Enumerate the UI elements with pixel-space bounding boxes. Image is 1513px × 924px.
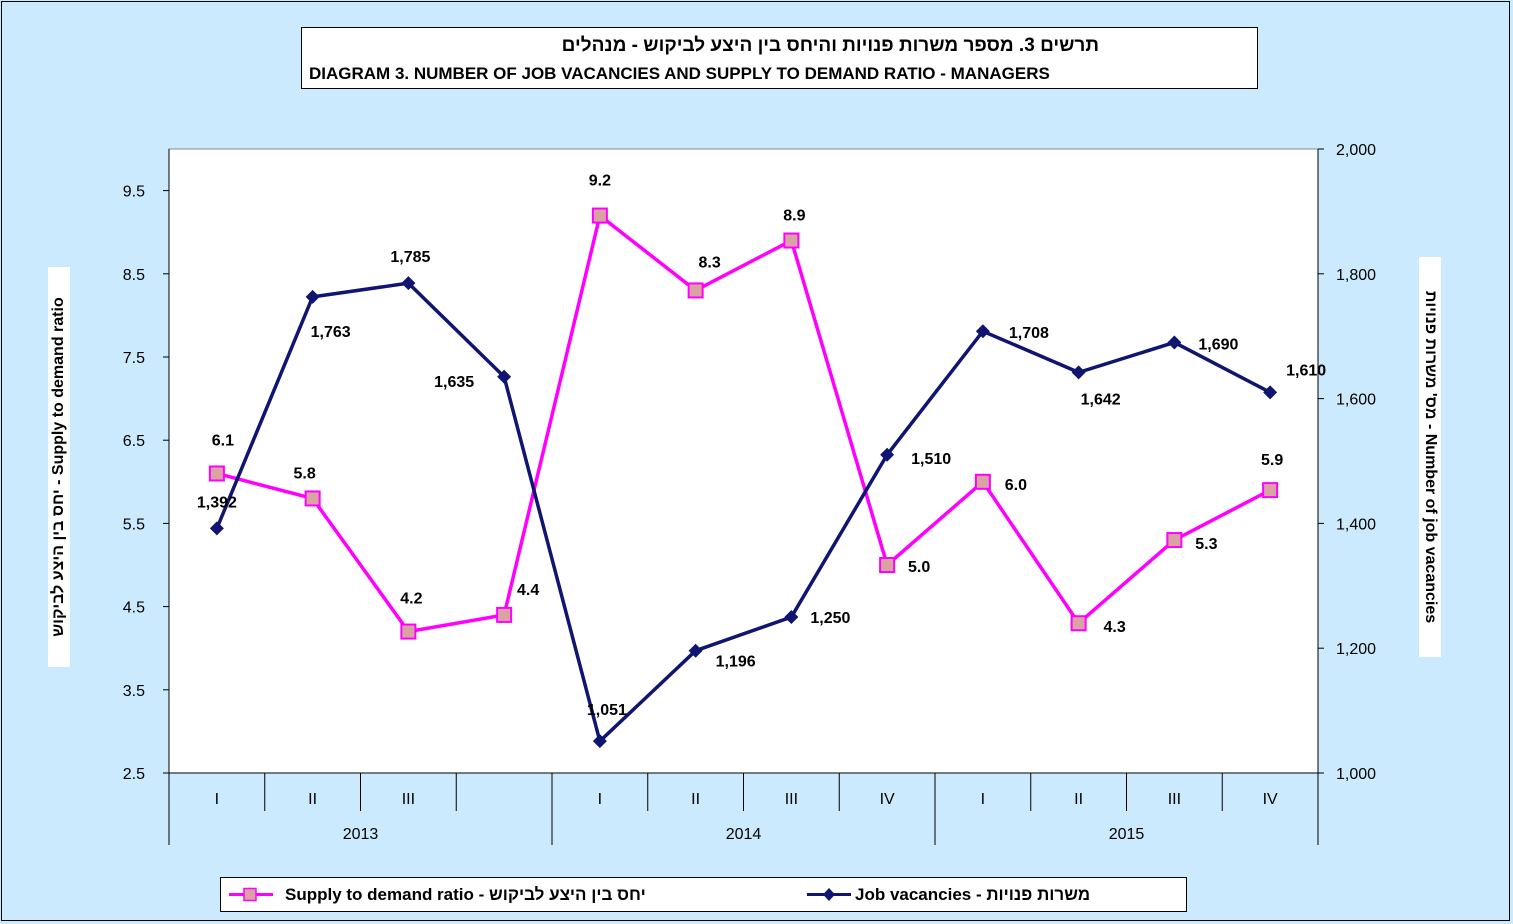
x-axis-quarter-label: I: [981, 791, 985, 808]
ratio-data-label: 5.8: [294, 465, 316, 482]
left-axis-tick-label: 6.5: [123, 433, 145, 450]
vacancies-data-label: 1,642: [1081, 391, 1121, 408]
right-axis-tick-label: 1,600: [1336, 392, 1376, 409]
ratio-point: [208, 465, 225, 482]
legend-item-vacancies: Job vacancies - משרות פנויות: [807, 878, 1091, 911]
chart-title-box: תרשים 3. מספר משרות פנויות והיחס בין היצ…: [301, 27, 1258, 89]
right-axis-tick-label: 1,000: [1336, 766, 1376, 783]
x-axis-quarter-label: I: [215, 791, 219, 808]
vacancies-point: [1263, 385, 1278, 400]
x-axis-quarter-label: III: [785, 791, 798, 808]
x-axis-quarter-label: III: [402, 791, 415, 808]
ratio-data-label: 5.3: [1195, 536, 1217, 553]
ratio-point: [304, 490, 321, 507]
x-axis-quarter-label: II: [691, 791, 700, 808]
vacancies-point: [497, 369, 512, 384]
right-axis-tick-label: 2,000: [1336, 142, 1376, 159]
chart-legend: Supply to demand ratio - יחס בין היצע לב…: [220, 877, 1187, 912]
right-axis-tick-label: 1,800: [1336, 267, 1376, 284]
vacancies-point: [305, 289, 320, 304]
plot-area: [168, 148, 1319, 774]
ratio-data-label: 5.0: [908, 559, 930, 576]
left-axis-tick-label: 5.5: [123, 516, 145, 533]
left-axis-tick-label: 9.5: [123, 184, 145, 201]
ratio-data-label: 4.2: [400, 591, 422, 608]
vacancies-data-label: 1,635: [434, 374, 474, 391]
ratio-point: [400, 623, 417, 640]
vacancies-data-label: 1,690: [1198, 336, 1238, 353]
left-axis-tick-label: 4.5: [123, 600, 145, 617]
ratio-point: [1262, 482, 1279, 499]
vacancies-data-label: 1,785: [390, 249, 430, 266]
ratio-data-label: 9.2: [589, 173, 611, 190]
ratio-data-label: 8.3: [699, 254, 721, 271]
legend-vacancies-swatch: [807, 888, 851, 901]
ratio-point: [687, 282, 704, 299]
ratio-data-label: 4.3: [1104, 619, 1126, 636]
ratio-point: [879, 557, 896, 573]
x-axis-quarter-label: II: [1074, 791, 1083, 808]
ratio-point: [591, 207, 608, 224]
ratio-point: [496, 606, 513, 623]
right-axis-tick-label: 1,200: [1336, 641, 1376, 658]
ratio-point: [1070, 615, 1087, 632]
x-axis-quarter-label: IV: [1263, 791, 1278, 808]
ratio-data-label: 8.9: [783, 208, 805, 225]
right-axis-tick-label: 1,400: [1336, 516, 1376, 533]
ratio-data-label: 5.9: [1261, 452, 1283, 469]
left-axis-tick-label: 7.5: [123, 350, 145, 367]
legend-ratio-swatch: [229, 887, 273, 902]
x-axis-year-label: 2014: [726, 826, 762, 843]
vacancies-data-label: 1,196: [716, 654, 756, 671]
legend-vacancies-label: Job vacancies - משרות פנויות: [855, 885, 1091, 904]
ratio-data-label: 4.4: [517, 582, 539, 599]
vacancies-point: [592, 734, 607, 749]
vacancies-point: [401, 276, 416, 291]
ratio-point: [1166, 532, 1183, 549]
vacancies-data-label: 1,392: [197, 494, 237, 511]
chart-title-hebrew: תרשים 3. מספר משרות פנויות והיחס בין היצ…: [561, 35, 1099, 56]
vacancies-point: [975, 324, 990, 339]
x-axis-year-label: 2015: [1109, 826, 1145, 843]
x-axis-quarter-label: IV: [880, 791, 895, 808]
vacancies-point: [209, 521, 224, 536]
vacancies-point: [1071, 365, 1086, 380]
x-axis-year-label: 2013: [343, 826, 379, 843]
legend-ratio-label: Supply to demand ratio - יחס בין היצע לב…: [285, 885, 646, 904]
ratio-point: [974, 473, 991, 490]
ratio-point: [783, 232, 800, 249]
ratio-data-label: 6.1: [212, 432, 234, 449]
chart-title-english: DIAGRAM 3. NUMBER OF JOB VACANCIES AND S…: [309, 64, 1050, 83]
left-axis-tick-label: 2.5: [123, 766, 145, 783]
left-axis-tick-label: 8.5: [123, 267, 145, 284]
vacancies-data-label: 1,763: [311, 324, 351, 341]
vacancies-point: [880, 447, 895, 462]
legend-item-ratio: Supply to demand ratio - יחס בין היצע לב…: [229, 878, 646, 911]
vacancies-point: [1167, 335, 1182, 350]
vacancies-series-line: [215, 281, 1271, 745]
vacancies-data-label: 1,610: [1286, 362, 1326, 379]
ratio-series-line: [216, 212, 1271, 634]
vacancies-data-label: 1,510: [911, 451, 951, 468]
vacancies-point: [688, 643, 703, 658]
left-axis-tick-label: 3.5: [123, 683, 145, 700]
vacancies-point: [784, 610, 799, 624]
ratio-data-label: 6.0: [1005, 477, 1027, 494]
x-axis-quarter-label: III: [1168, 791, 1181, 808]
x-axis-quarter-label: I: [598, 791, 602, 808]
vacancies-data-label: 1,051: [587, 702, 627, 719]
vacancies-data-label: 1,708: [1009, 325, 1049, 342]
vacancies-data-label: 1,250: [810, 610, 850, 627]
x-axis-quarter-label: II: [308, 791, 317, 808]
